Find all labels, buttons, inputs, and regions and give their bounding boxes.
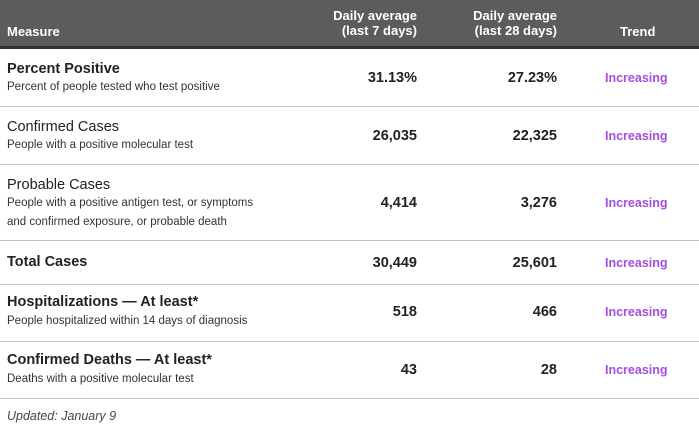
header-trend: Trend	[620, 24, 656, 39]
header-col7-line1: Daily average	[333, 8, 417, 23]
table-row-confirmed-deaths: Confirmed Deaths — At least* Deaths with…	[0, 342, 699, 399]
row-avg28: 22,325	[512, 128, 557, 144]
row-avg7: 4,414	[380, 195, 417, 211]
row-subtitle: People hospitalized within 14 days of di…	[7, 315, 248, 327]
table-row-probable-cases: Probable Cases People with a positive an…	[0, 165, 699, 241]
row-avg7: 31.13%	[367, 70, 417, 86]
row-trend: Increasing	[605, 256, 668, 270]
table-header: Measure Daily average (last 7 days) Dail…	[0, 0, 699, 49]
row-trend: Increasing	[605, 363, 668, 377]
header-daily-average-28-days: Daily average (last 28 days)	[473, 8, 557, 38]
row-trend: Increasing	[605, 71, 668, 85]
row-avg7: 30,449	[372, 255, 417, 271]
row-subtitle: Percent of people tested who test positi…	[7, 81, 220, 93]
table-row-percent-positive: Percent Positive Percent of people teste…	[0, 49, 699, 107]
row-avg28: 25,601	[512, 255, 557, 271]
row-avg28: 28	[540, 362, 557, 378]
updated-note: Updated: January 9	[7, 409, 117, 423]
row-title: Total Cases	[7, 254, 88, 270]
row-subtitle-line1: People with a positive antigen test, or …	[7, 197, 254, 209]
row-title: Probable Cases	[7, 177, 111, 193]
row-avg7: 518	[392, 304, 417, 320]
header-col7-line2: (last 7 days)	[341, 23, 417, 38]
row-subtitle: Deaths with a positive molecular test	[7, 373, 194, 385]
row-trend: Increasing	[605, 196, 668, 210]
header-measure: Measure	[7, 24, 60, 39]
row-title: Confirmed Deaths — At least*	[7, 352, 212, 368]
header-col28-line1: Daily average	[473, 8, 557, 23]
row-avg28: 3,276	[520, 195, 557, 211]
table-row-confirmed-cases: Confirmed Cases People with a positive m…	[0, 107, 699, 165]
table-row-total-cases: Total Cases 30,449 25,601 Increasing	[0, 241, 699, 285]
row-subtitle: People with a positive molecular test	[7, 139, 194, 151]
header-col28-line2: (last 28 days)	[474, 23, 557, 38]
row-avg28: 27.23%	[507, 70, 557, 86]
row-title: Confirmed Cases	[7, 119, 120, 135]
table-row-hospitalizations: Hospitalizations — At least* People hosp…	[0, 285, 699, 342]
row-trend: Increasing	[605, 305, 668, 319]
row-avg7: 26,035	[372, 128, 417, 144]
row-trend: Increasing	[605, 129, 668, 143]
row-subtitle-line2: and confirmed exposure, or probable deat…	[7, 216, 227, 228]
header-daily-average-7-days: Daily average (last 7 days)	[333, 8, 417, 38]
row-avg7: 43	[400, 362, 417, 378]
row-title: Percent Positive	[7, 61, 120, 77]
row-title: Hospitalizations — At least*	[7, 294, 199, 310]
row-avg28: 466	[532, 304, 557, 320]
